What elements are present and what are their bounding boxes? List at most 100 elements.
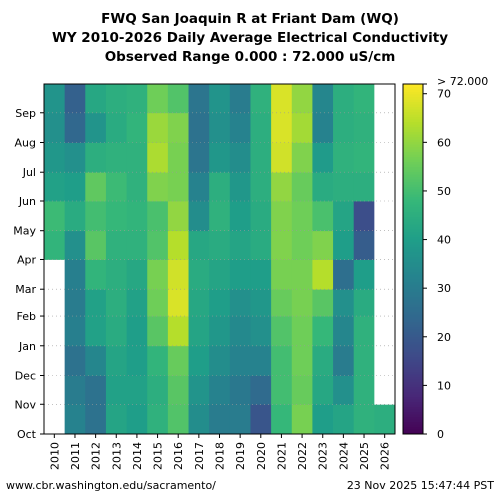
heatmap-cell-2014-Jul (126, 142, 148, 173)
colorbar-segment (403, 349, 423, 352)
heatmap-cell-2025-Nov (353, 375, 375, 405)
colorbar-segment (403, 84, 423, 87)
heatmap-cell-2020-Dec (250, 345, 272, 376)
heatmap-cell-2021-Jan (271, 316, 293, 347)
heatmap-cell-2025-Jun (353, 172, 375, 202)
heatmap-cell-2024-Aug (333, 112, 355, 143)
colorbar-segment (403, 399, 423, 402)
heatmap-cell-2021-Mar (271, 259, 293, 290)
colorbar-segment (403, 286, 423, 290)
heatmap-cell-2022-Dec (291, 345, 313, 376)
colorbar-segment (403, 201, 423, 205)
heatmap-cell-2010-Jun (44, 172, 66, 202)
heatmap-cell-2022-Apr (291, 230, 313, 260)
heatmap-cell-2023-Sep (312, 84, 334, 114)
heatmap-cell-2023-Jun (312, 172, 334, 202)
colorbar-segment (403, 416, 423, 420)
colorbar-segment (403, 284, 423, 287)
heatmap-cell-2010-Dec (44, 345, 66, 376)
heatmap-cell-2026-Aug (374, 112, 396, 143)
heatmap-cell-2013-Feb (105, 289, 127, 317)
colorbar-segment (403, 276, 423, 280)
colorbar-segment (403, 341, 423, 345)
heatmap-cell-2012-Feb (85, 289, 107, 317)
heatmap-cell-2019-Dec (229, 345, 251, 376)
colorbar-segment (403, 249, 423, 252)
colorbar-tick-label-50: 50 (437, 185, 451, 198)
heatmap-cell-2019-Jun (229, 172, 251, 202)
colorbar-segment (403, 151, 423, 155)
heatmap-cell-2016-Sep (167, 84, 189, 114)
colorbar-segment (403, 424, 423, 427)
colorbar-segment (403, 86, 423, 90)
heatmap-cell-2024-Jul (333, 142, 355, 173)
colorbar-segment (403, 259, 423, 262)
heatmap-cell-2014-Aug (126, 112, 148, 143)
heatmap-cell-2025-Mar (353, 259, 375, 290)
heatmap-cell-2018-May (209, 200, 231, 232)
heatmap-cell-2026-Jul (374, 142, 396, 173)
colorbar-segment (403, 131, 423, 135)
colorbar-segment (403, 116, 423, 120)
heatmap-cell-2026-Oct (374, 404, 396, 435)
colorbar-segment (403, 309, 423, 312)
colorbar-segment (403, 329, 423, 332)
colorbar-tick-label-30: 30 (437, 282, 451, 295)
heatmap-cell-2019-Jul (229, 142, 251, 173)
heatmap-cell-2012-Oct (85, 404, 107, 435)
heatmap-cell-2017-Jan (188, 316, 210, 347)
colorbar-segment (403, 191, 423, 195)
colorbar-segment (403, 291, 423, 295)
colorbar-segment (403, 244, 423, 247)
colorbar-segment (403, 299, 423, 302)
x-tick-label-2011: 2011 (69, 442, 82, 470)
x-tick-label-2018: 2018 (214, 442, 227, 470)
colorbar-segment (403, 314, 423, 317)
heatmap-cell-2024-Dec (333, 345, 355, 376)
colorbar-segment (403, 339, 423, 342)
heatmap-cell-2020-Jun (250, 172, 272, 202)
heatmap-cell-2014-Nov (126, 375, 148, 405)
colorbar-segment (403, 304, 423, 307)
heatmap-cell-2022-Nov (291, 375, 313, 405)
heatmap-cell-2024-Jan (333, 316, 355, 347)
colorbar-segment (403, 274, 423, 277)
colorbar-segment (403, 279, 423, 282)
colorbar-segment (403, 364, 423, 367)
heatmap-cell-2012-Jul (85, 142, 107, 173)
x-tick-label-2014: 2014 (131, 442, 144, 470)
colorbar-segment (403, 326, 423, 330)
y-tick-label-Apr: Apr (17, 253, 37, 266)
colorbar-segment (403, 319, 423, 322)
heatmap-cell-2014-Dec (126, 345, 148, 376)
heatmap-cell-2021-Aug (271, 112, 293, 143)
heatmap-cell-2020-Feb (250, 289, 272, 317)
heatmap-cell-2017-Mar (188, 259, 210, 290)
heatmap-cell-2018-Jul (209, 142, 231, 173)
heatmap-cell-2020-Sep (250, 84, 272, 114)
colorbar-segment (403, 366, 423, 370)
heatmap-cell-2015-May (147, 200, 169, 232)
colorbar-segment (403, 251, 423, 255)
heatmap-cell-2017-Apr (188, 230, 210, 260)
colorbar-segment (403, 236, 423, 240)
heatmap-cell-2022-Jan (291, 316, 313, 347)
colorbar-segment (403, 379, 423, 382)
colorbar-segment (403, 281, 423, 285)
colorbar-segment (403, 224, 423, 227)
heatmap-cell-2026-May (374, 200, 396, 232)
colorbar-segment (403, 354, 423, 357)
colorbar-segment (403, 381, 423, 385)
colorbar-segment (403, 161, 423, 165)
heatmap-cell-2010-Aug (44, 112, 66, 143)
heatmap-cell-2017-May (188, 200, 210, 232)
x-axis: 2010 2011 2012 2013 2014 2015 2016 2017 2018 2019… (48, 434, 392, 470)
colorbar-segment (403, 269, 423, 272)
heatmap-cell-2013-Aug (105, 112, 127, 143)
colorbar-segment (403, 196, 423, 200)
heatmap-cell-2013-Nov (105, 375, 127, 405)
heatmap-cell-2022-Aug (291, 112, 313, 143)
heatmap-cell-2024-Oct (333, 404, 355, 435)
colorbar-segment (403, 266, 423, 270)
heatmap-cell-2017-Jun (188, 172, 210, 202)
